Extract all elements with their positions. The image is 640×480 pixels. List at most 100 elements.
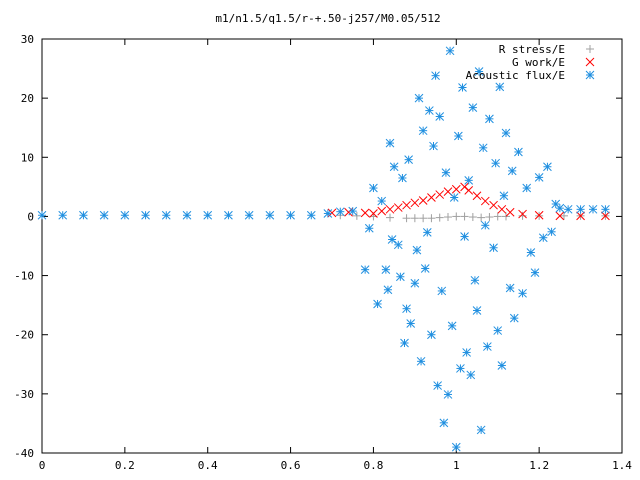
legend-marker — [585, 70, 595, 80]
chart-title: m1/n1.5/q1.5/r-+.50-j257/M0.05/512 — [215, 12, 440, 25]
data-point — [505, 283, 515, 293]
data-point — [485, 114, 494, 124]
data-point — [418, 196, 428, 205]
data-point — [460, 232, 469, 241]
data-point — [480, 220, 490, 230]
data-point — [472, 306, 482, 315]
data-point — [410, 198, 420, 208]
data-point — [427, 193, 436, 202]
data-point — [491, 158, 500, 168]
data-point — [474, 67, 484, 76]
data-point — [534, 173, 544, 182]
data-point — [414, 93, 424, 103]
data-point — [402, 304, 411, 314]
data-point — [493, 212, 502, 221]
data-point — [373, 299, 382, 309]
data-point — [485, 213, 494, 222]
data-point — [452, 212, 461, 221]
data-point — [404, 155, 413, 165]
data-point — [555, 203, 565, 213]
data-point — [502, 212, 510, 221]
data-point — [601, 211, 610, 221]
data-point — [451, 442, 461, 452]
data-point — [385, 204, 395, 214]
data-point — [497, 204, 507, 214]
y-tick-label: -10 — [14, 270, 34, 283]
data-point — [360, 265, 370, 275]
data-point — [398, 173, 407, 183]
data-point — [483, 342, 492, 351]
data-point — [518, 209, 527, 219]
data-point — [37, 210, 47, 220]
data-point — [387, 235, 397, 244]
data-point — [439, 418, 449, 428]
data-point — [443, 390, 453, 399]
data-point — [406, 319, 416, 328]
data-point — [449, 193, 459, 202]
data-point — [99, 210, 109, 220]
data-point — [451, 184, 461, 194]
data-point — [495, 82, 505, 92]
data-point — [265, 210, 275, 220]
data-point — [514, 147, 523, 157]
data-point — [470, 275, 480, 285]
data-point — [420, 264, 430, 273]
data-point — [543, 162, 552, 172]
data-point — [477, 213, 486, 222]
x-tick-label: 0.6 — [281, 459, 301, 472]
data-point — [416, 356, 426, 366]
data-point — [383, 285, 393, 295]
data-point — [286, 210, 295, 220]
data-point — [381, 265, 391, 275]
x-tick-label: 1.2 — [529, 459, 549, 472]
data-point — [435, 190, 445, 199]
data-point — [335, 207, 345, 217]
data-point — [462, 348, 471, 357]
y-axis: -40 -30 -20 -10 0 10 20 30 — [14, 33, 622, 460]
data-point — [576, 211, 585, 221]
data-point — [555, 211, 565, 221]
data-point — [437, 286, 447, 296]
data-point — [547, 227, 556, 237]
data-series — [37, 46, 610, 452]
data-point — [402, 200, 411, 210]
data-point — [120, 210, 130, 220]
data-point — [393, 203, 403, 212]
data-point — [141, 210, 150, 220]
data-point — [441, 168, 451, 178]
x-tick-label: 1 — [453, 459, 460, 472]
data-point — [454, 131, 463, 141]
data-point — [489, 200, 498, 210]
data-point — [601, 204, 610, 214]
data-point — [385, 138, 395, 148]
data-point — [182, 210, 192, 220]
data-point — [530, 268, 540, 277]
data-point — [476, 425, 486, 435]
data-point — [447, 321, 457, 331]
data-point — [427, 214, 436, 223]
data-point — [501, 128, 511, 138]
data-point — [422, 228, 432, 237]
legend-label: Acoustic flux/E — [466, 69, 565, 82]
y-tick-label: -20 — [14, 329, 34, 342]
data-point — [400, 338, 409, 348]
data-point — [410, 278, 420, 288]
data-point — [509, 313, 519, 323]
data-point — [538, 233, 548, 243]
legend-marker — [585, 57, 595, 67]
data-point — [327, 208, 337, 218]
x-tick-label: 0.4 — [198, 459, 218, 472]
plot-frame — [41, 38, 623, 454]
data-point — [369, 183, 378, 193]
data-point — [489, 243, 498, 253]
data-point — [203, 210, 213, 220]
data-point — [360, 208, 370, 218]
data-point — [419, 214, 428, 223]
data-point — [306, 210, 316, 220]
legend-label: R stress/E — [499, 43, 565, 56]
data-point — [460, 212, 469, 221]
data-point — [456, 364, 465, 373]
data-point — [431, 71, 440, 81]
data-point — [563, 204, 573, 214]
data-point — [369, 209, 378, 218]
